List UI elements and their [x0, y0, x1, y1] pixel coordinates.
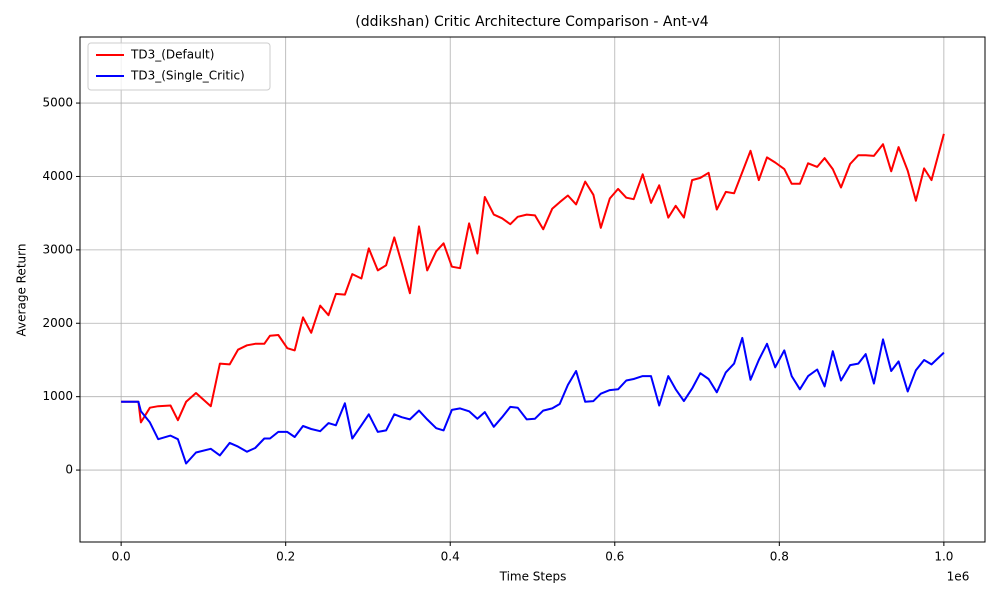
legend-label: TD3_(Default) [130, 48, 214, 62]
y-tick-label: 3000 [42, 242, 73, 256]
y-tick-label: 2000 [42, 316, 73, 330]
y-tick-label: 4000 [42, 169, 73, 183]
series-line [121, 133, 945, 424]
y-tick-label: 5000 [42, 96, 73, 110]
legend-box [87, 42, 271, 91]
y-tick-label: 0 [65, 463, 73, 477]
x-tick-label: 1.0 [934, 550, 953, 564]
x-tick-label: 0.4 [441, 550, 460, 564]
x-tick-label: 0.0 [112, 550, 131, 564]
x-axis-label: Time Steps [499, 570, 567, 584]
plot-frame [79, 36, 986, 543]
chart-title: (ddikshan) Critic Architecture Compariso… [355, 14, 709, 30]
x-tick-label: 0.2 [276, 550, 295, 564]
series-line [121, 336, 945, 465]
y-tick-label: 1000 [42, 389, 73, 403]
x-offset-label: 1e6 [947, 570, 970, 584]
y-axis-label: Average Return [15, 244, 29, 337]
legend-label: TD3_(Single_Critic) [130, 69, 245, 83]
x-tick-label: 0.8 [770, 550, 789, 564]
x-tick-label: 0.6 [605, 550, 624, 564]
